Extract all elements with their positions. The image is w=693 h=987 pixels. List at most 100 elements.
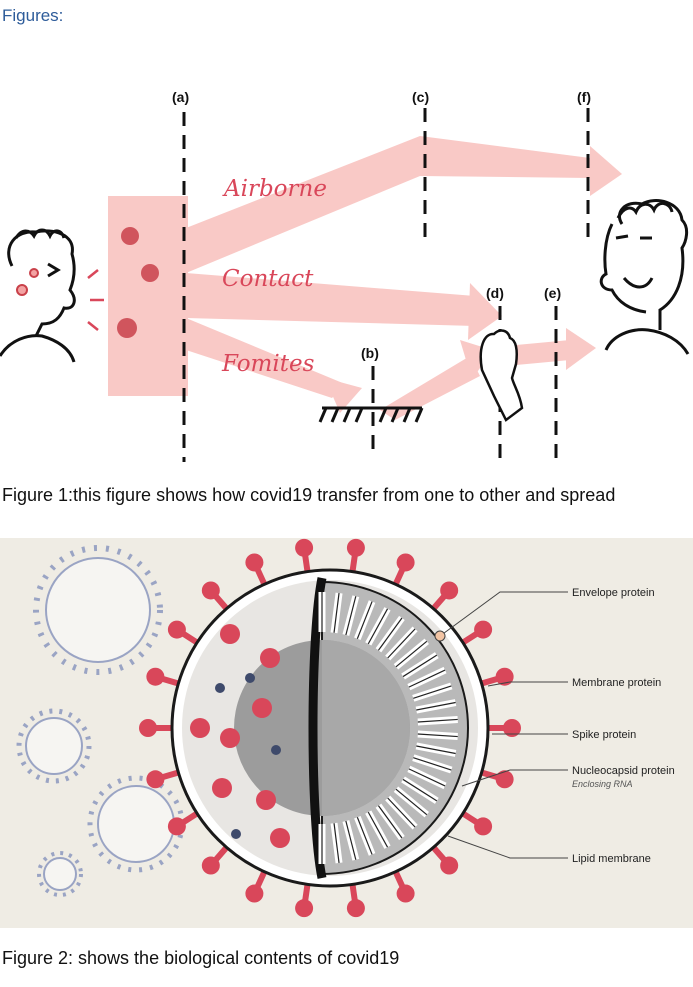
- emission-cloud: [108, 196, 188, 396]
- hand-icon: [479, 329, 524, 422]
- rna-loop-outline: [377, 617, 403, 651]
- marker-c: (c): [412, 89, 429, 105]
- rna-loop-outline: [356, 817, 373, 855]
- rna-loop-outline: [402, 778, 438, 802]
- airborne-flow-tail: [420, 136, 590, 178]
- inner-spike-cluster: [220, 728, 240, 748]
- background-viruses: [16, 545, 185, 897]
- rna-loop-outline: [408, 669, 446, 688]
- rna-loop-outline: [416, 701, 456, 711]
- inner-spike-cluster: [270, 828, 290, 848]
- spike-head: [201, 856, 220, 875]
- virus-structure-figure: Envelope protein Membrane protein Spike …: [0, 538, 693, 928]
- hand-to-face-arrowhead: [566, 328, 596, 370]
- virus-particle-3: [117, 318, 137, 338]
- virus-particles: [117, 227, 159, 338]
- spike-head: [346, 899, 365, 918]
- inner-spike-cluster: [220, 624, 240, 644]
- marker-e: (e): [544, 285, 561, 301]
- inner-spike-cluster: [256, 790, 276, 810]
- rna-loop-outline: [408, 768, 446, 787]
- fomites-flow: [186, 318, 345, 398]
- inner-spike-cluster: [190, 718, 210, 738]
- spike-head: [245, 553, 264, 572]
- rna-loop-outline: [417, 718, 458, 723]
- nucleocapsid-coil: [318, 592, 458, 864]
- spike-head: [440, 856, 459, 875]
- spike-head: [495, 770, 514, 789]
- marker-d: (d): [486, 285, 504, 301]
- spike-head: [346, 538, 365, 557]
- spike-head: [245, 884, 264, 903]
- membrane-protein-dot: [271, 745, 281, 755]
- spike-head: [146, 770, 165, 789]
- rna-loop-outline: [402, 654, 438, 678]
- virus-particle-1: [121, 227, 139, 245]
- marker-a: (a): [172, 89, 189, 105]
- label-nucleocapsid-protein: Nucleocapsid protein: [572, 765, 675, 777]
- spike-head: [440, 581, 459, 600]
- spike-head: [396, 553, 415, 572]
- spike-head: [167, 817, 186, 836]
- sneeze-lines: [87, 269, 104, 331]
- spike-head: [167, 620, 186, 639]
- rna-loop-outline: [387, 797, 416, 828]
- spike-head: [474, 620, 493, 639]
- spike-head: [503, 719, 521, 737]
- rna-loop-outline: [395, 788, 428, 816]
- route-airborne: Airborne: [222, 176, 327, 202]
- rna-loop-outline: [333, 592, 340, 633]
- rna-loop-outline: [413, 685, 452, 699]
- rna-loop-outline: [395, 640, 428, 668]
- label-membrane-protein: Membrane protein: [572, 677, 661, 689]
- spike-head: [396, 884, 415, 903]
- spike-head: [495, 667, 514, 686]
- label-lipid-membrane: Lipid membrane: [572, 853, 651, 865]
- label-spike-protein: Spike protein: [572, 729, 636, 741]
- rna-loop-outline: [413, 757, 452, 771]
- faded-virus-medium: [16, 708, 92, 784]
- spike-head: [201, 581, 220, 600]
- rna-loop-outline: [367, 811, 389, 848]
- inner-spike-cluster: [252, 698, 272, 718]
- infected-person-icon: [0, 228, 76, 363]
- rna-loop-outline: [417, 733, 458, 738]
- airborne-arrowhead: [590, 146, 622, 196]
- label-leaders: [439, 591, 568, 859]
- spike-head: [146, 667, 165, 686]
- inner-proteins: [190, 624, 290, 848]
- virus-particle-2: [141, 264, 159, 282]
- surface-icon: [318, 406, 424, 423]
- main-virus: [170, 568, 490, 888]
- rna-loop-outline: [345, 596, 357, 636]
- figure2-caption: Figure 2: shows the biological contents …: [2, 948, 400, 968]
- spike-head: [295, 899, 314, 918]
- contact-arrowhead: [468, 283, 502, 340]
- membrane-divider: [308, 577, 327, 879]
- label-envelope-protein: Envelope protein: [572, 587, 655, 599]
- figure1-caption: Figure 1:this figure shows how covid19 t…: [2, 485, 616, 505]
- figures-heading: Figures:: [2, 6, 64, 25]
- spike-head: [474, 817, 493, 836]
- membrane-protein-dot: [215, 683, 225, 693]
- route-contact: Contact: [222, 266, 314, 292]
- contact-flow: [186, 273, 475, 326]
- membrane-protein-dot: [231, 829, 241, 839]
- rna-loop-outline: [356, 601, 373, 639]
- rna-loop-outline: [416, 745, 456, 755]
- airborne-flow: [186, 136, 420, 273]
- inner-spike-cluster: [260, 648, 280, 668]
- hand-to-face-flow: [505, 340, 570, 366]
- marker-b: (b): [361, 345, 379, 361]
- rna-loop-outline: [333, 823, 340, 864]
- membrane-protein-dot: [245, 673, 255, 683]
- rna-loop-outline: [367, 608, 389, 645]
- route-fomites: Fomites: [221, 351, 315, 377]
- inner-spike-cluster: [212, 778, 232, 798]
- fomites-to-hand: [380, 356, 480, 420]
- faded-virus-small: [37, 851, 83, 897]
- rna-loop-outline: [345, 820, 357, 860]
- healthy-person-icon: [599, 199, 690, 355]
- transmission-figure: (a) (b) (c) (d) (e) (f) Airborne Contact…: [0, 89, 690, 462]
- marker-f: (f): [577, 89, 591, 105]
